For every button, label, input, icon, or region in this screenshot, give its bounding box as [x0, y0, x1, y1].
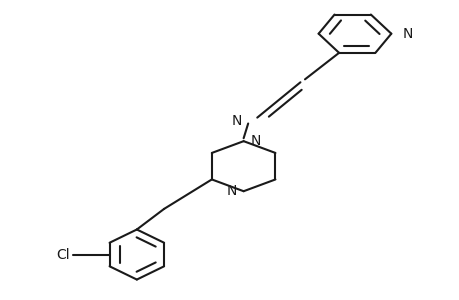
Text: Cl: Cl: [56, 248, 70, 262]
Text: N: N: [250, 134, 260, 148]
Text: N: N: [231, 114, 242, 128]
Text: N: N: [226, 184, 236, 198]
Text: N: N: [402, 27, 412, 41]
